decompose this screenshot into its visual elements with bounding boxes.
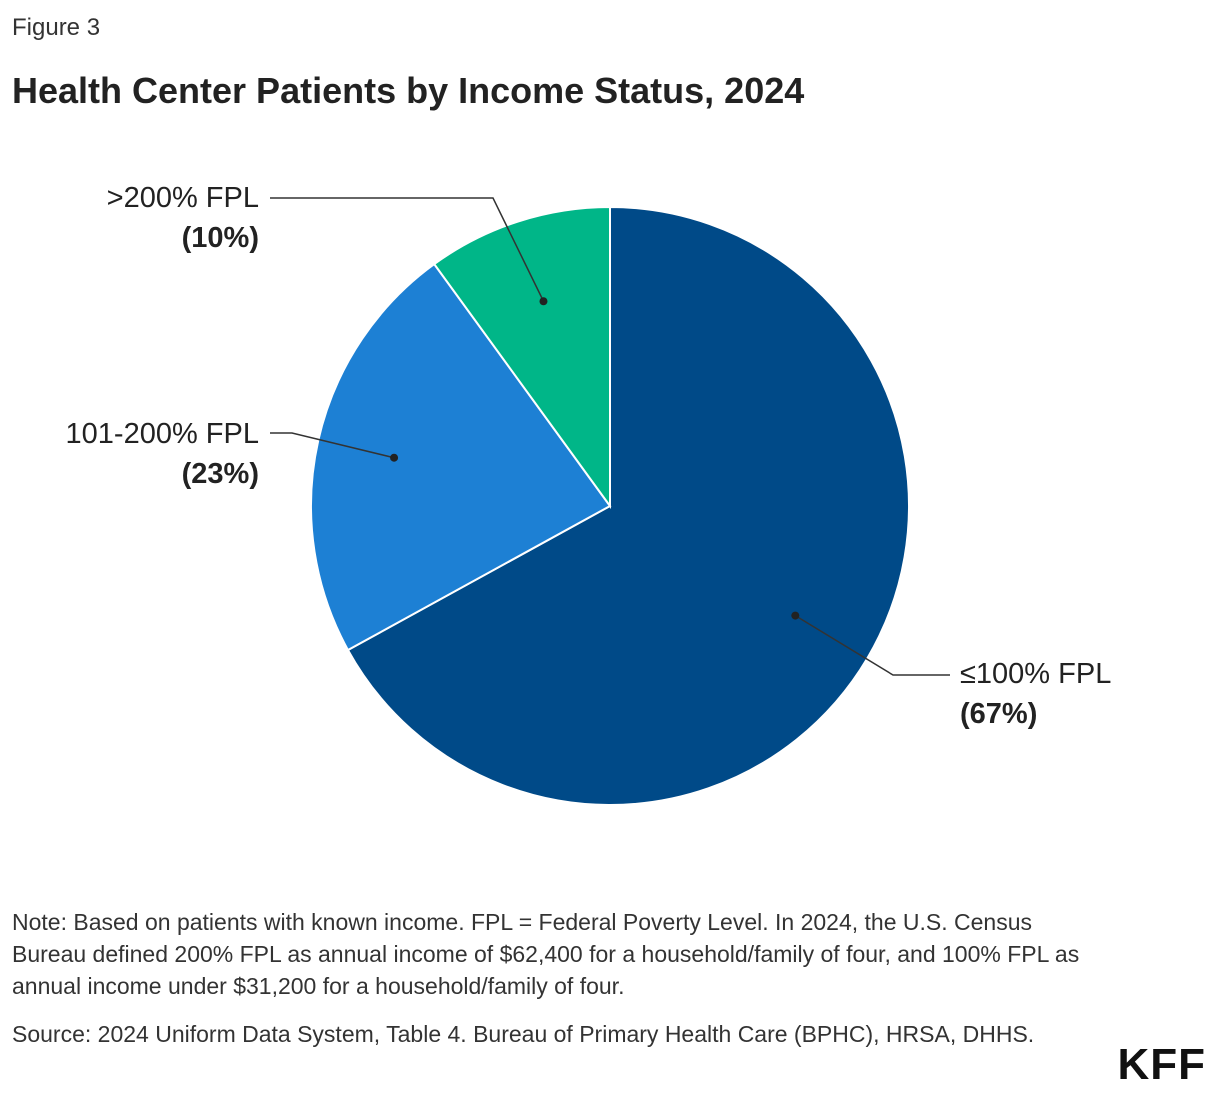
kff-logo: KFF [1117,1040,1206,1089]
leader-dot [791,611,800,620]
leader-dot [390,453,399,462]
chart-source: Source: 2024 Uniform Data System, Table … [12,1021,1035,1047]
leader-line [794,614,950,676]
pie-chart [270,197,950,806]
slice-name: ≤100% FPL [960,658,1112,690]
chart-title: Health Center Patients by Income Status,… [12,70,805,111]
slice-percent: (67%) [960,698,1038,730]
leader-line [270,432,395,459]
slice-under-100 [346,205,910,806]
slice-101-200 [310,262,612,652]
slice-label-above-200: >200% FPL (10%) [107,178,259,258]
leader-line [270,197,545,302]
slice-label-under-100: ≤100% FPL (67%) [960,654,1111,734]
figure-label: Figure 3 [12,14,101,41]
slice-above-200 [432,205,611,510]
slice-name: >200% FPL [106,182,259,214]
slice-label-101-200: 101-200% FPL (23%) [66,414,259,494]
slice-percent: (23%) [181,458,259,490]
slice-name: 101-200% FPL [65,418,259,450]
slice-percent: (10%) [181,222,259,254]
chart-note: Note: Based on patients with known incom… [12,909,1080,999]
leader-dot [539,297,548,306]
